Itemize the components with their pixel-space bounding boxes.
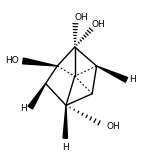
Text: OH: OH: [107, 122, 121, 131]
Text: OH: OH: [91, 20, 105, 29]
Polygon shape: [28, 84, 46, 109]
Polygon shape: [22, 58, 57, 66]
Text: H: H: [129, 75, 136, 84]
Text: H: H: [21, 104, 27, 113]
Text: H: H: [62, 142, 69, 151]
Text: OH: OH: [74, 13, 88, 22]
Polygon shape: [63, 105, 67, 138]
Polygon shape: [97, 66, 128, 82]
Text: HO: HO: [5, 56, 19, 65]
